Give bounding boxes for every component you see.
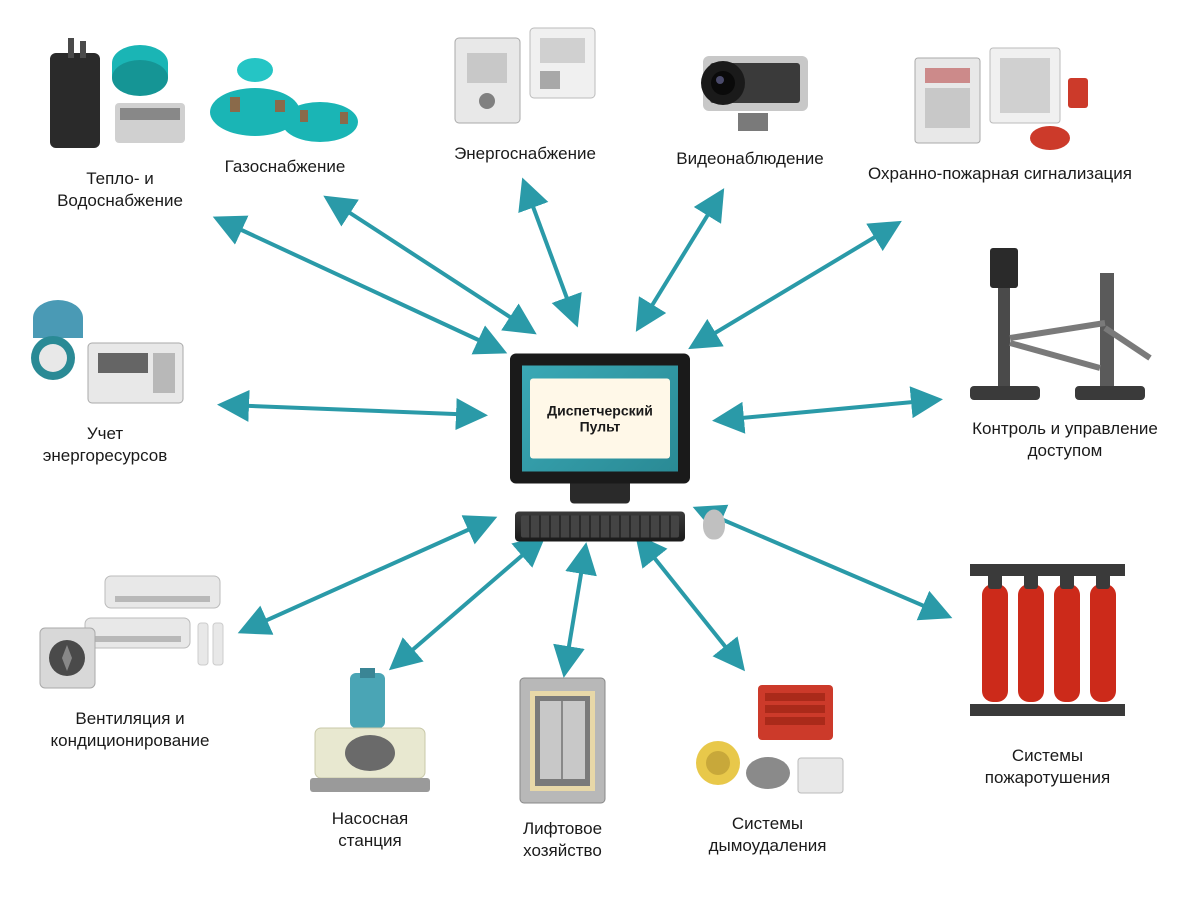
gas-icon bbox=[195, 50, 375, 148]
cctv-icon bbox=[655, 35, 845, 140]
gas-label: Газоснабжение bbox=[195, 156, 375, 178]
access-label: Контроль и управлениедоступом bbox=[945, 418, 1185, 462]
smoke-icon bbox=[680, 670, 855, 805]
power-icon bbox=[435, 20, 615, 135]
access-icon bbox=[945, 235, 1185, 410]
heat-water-icon bbox=[30, 30, 210, 160]
center-label-1: Диспетчерский bbox=[547, 403, 653, 419]
pump-icon bbox=[290, 665, 450, 800]
hvac-icon bbox=[25, 565, 235, 700]
fire-alarm-label: Охранно-пожарная сигнализация bbox=[845, 163, 1155, 185]
node-pump: Насоснаястанция bbox=[290, 665, 450, 852]
monitor-screen: Диспетчерский Пульт bbox=[530, 379, 670, 459]
cctv-label: Видеонаблюдение bbox=[655, 148, 845, 170]
node-heat-water: Тепло- иВодоснабжение bbox=[30, 30, 210, 212]
pump-label: Насоснаястанция bbox=[290, 808, 450, 852]
fire-ext-label: Системыпожаротушения bbox=[955, 745, 1140, 789]
hvac-label: Вентиляция икондиционирование bbox=[25, 708, 235, 752]
monitor-stand-icon bbox=[570, 484, 630, 504]
elevator-icon bbox=[490, 670, 635, 810]
smoke-label: Системыдымоудаления bbox=[680, 813, 855, 857]
power-label: Энергоснабжение bbox=[435, 143, 615, 165]
metering-label: Учетэнергоресурсов bbox=[15, 423, 195, 467]
node-hvac: Вентиляция икондиционирование bbox=[25, 565, 235, 752]
node-power: Энергоснабжение bbox=[435, 20, 615, 165]
node-access: Контроль и управлениедоступом bbox=[945, 235, 1185, 462]
node-smoke: Системыдымоудаления bbox=[680, 670, 855, 857]
node-fire-ext: Системыпожаротушения bbox=[955, 545, 1140, 789]
heat-water-label: Тепло- иВодоснабжение bbox=[30, 168, 210, 212]
monitor-icon: Диспетчерский Пульт bbox=[510, 354, 690, 484]
dispatch-diagram: Диспетчерский Пульт Тепло- иВодоснабжени… bbox=[0, 0, 1200, 900]
keyboard-icon bbox=[515, 512, 685, 542]
node-cctv: Видеонаблюдение bbox=[655, 35, 845, 170]
center-dispatch-console: Диспетчерский Пульт bbox=[510, 354, 690, 547]
mouse-icon bbox=[703, 510, 725, 540]
elevator-label: Лифтовоехозяйство bbox=[490, 818, 635, 862]
node-metering: Учетэнергоресурсов bbox=[15, 285, 195, 467]
center-label-2: Пульт bbox=[580, 419, 621, 435]
node-fire-alarm: Охранно-пожарная сигнализация bbox=[845, 35, 1155, 185]
fire-ext-icon bbox=[955, 545, 1140, 737]
fire-alarm-icon bbox=[845, 35, 1155, 155]
node-gas: Газоснабжение bbox=[195, 50, 375, 178]
node-elevator: Лифтовоехозяйство bbox=[490, 670, 635, 862]
metering-icon bbox=[15, 285, 195, 415]
